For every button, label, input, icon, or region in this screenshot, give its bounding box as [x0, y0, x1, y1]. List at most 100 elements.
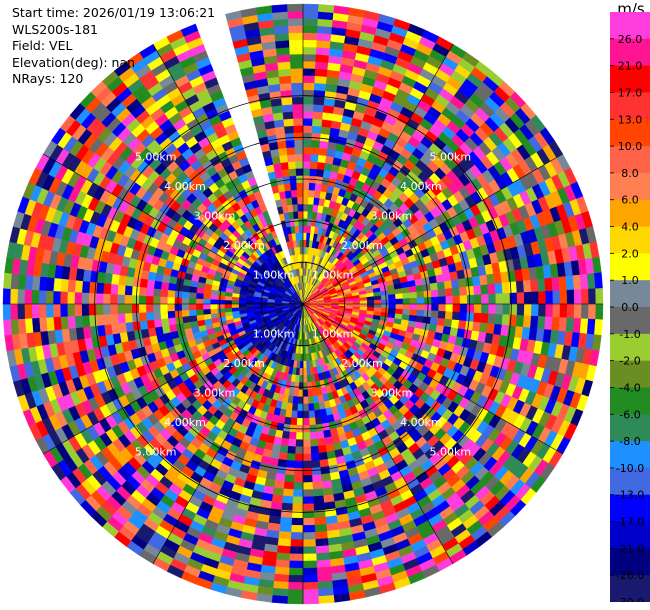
- velocity-gate: [31, 275, 41, 291]
- velocity-gate: [409, 297, 418, 305]
- velocity-gate: [302, 168, 311, 176]
- velocity-gate: [302, 417, 310, 426]
- velocity-gate: [302, 3, 319, 12]
- velocity-gate: [317, 11, 334, 21]
- velocity-gate: [308, 189, 316, 198]
- velocity-gate: [315, 61, 329, 70]
- velocity-gate: [10, 318, 20, 335]
- velocity-gate: [588, 288, 597, 305]
- velocity-gate: [315, 54, 330, 63]
- velocity-gate: [436, 281, 446, 291]
- velocity-gate: [388, 303, 397, 310]
- range-label: 2.00km: [341, 239, 383, 252]
- velocity-gate: [395, 303, 404, 310]
- velocity-gate: [2, 303, 11, 320]
- velocity-gate: [408, 285, 417, 294]
- velocity-gate: [387, 294, 396, 300]
- velocity-gate: [552, 303, 561, 318]
- velocity-gate: [24, 317, 34, 334]
- velocity-gate: [313, 96, 325, 106]
- velocity-gate: [416, 303, 425, 311]
- velocity-gate: [153, 280, 163, 290]
- velocity-gate: [297, 196, 304, 205]
- velocity-gate: [318, 595, 335, 604]
- velocity-gate: [588, 303, 597, 320]
- velocity-gate: [502, 292, 511, 305]
- velocity-gate: [290, 182, 298, 191]
- velocity-gate: [315, 552, 331, 562]
- velocity-gate: [152, 311, 162, 320]
- velocity-gate: [302, 103, 314, 112]
- velocity-gate: [3, 272, 12, 289]
- velocity-gate: [196, 314, 205, 322]
- velocity-gate: [167, 303, 175, 312]
- velocity-gate: [195, 308, 204, 316]
- velocity-gate: [566, 303, 575, 319]
- velocity-gate: [287, 438, 297, 447]
- range-label: 3.00km: [371, 210, 413, 223]
- velocity-gate: [110, 313, 119, 325]
- velocity-gate: [295, 432, 304, 440]
- velocity-gate: [302, 18, 319, 27]
- velocity-gate: [459, 295, 468, 305]
- velocity-gate: [188, 291, 197, 299]
- velocity-gate: [297, 396, 304, 405]
- velocity-gate: [394, 288, 403, 295]
- velocity-gate: [103, 282, 112, 295]
- velocity-gate: [252, 303, 261, 307]
- velocity-gate: [402, 303, 411, 310]
- velocity-gate: [272, 580, 289, 590]
- velocity-gate: [451, 311, 461, 321]
- velocity-gate: [288, 25, 304, 34]
- velocity-gate: [522, 315, 532, 329]
- velocity-gate: [314, 75, 328, 85]
- velocity-gate: [302, 482, 313, 490]
- velocity-gate: [284, 190, 293, 199]
- range-label: 1.00km: [312, 328, 354, 341]
- velocity-gate: [95, 314, 105, 326]
- velocity-gate: [272, 587, 289, 597]
- velocity-gate: [287, 3, 304, 12]
- velocity-gate: [24, 289, 33, 305]
- velocity-gate: [302, 467, 313, 476]
- velocity-gate: [125, 275, 134, 287]
- velocity-gate: [380, 294, 389, 301]
- velocity-gate: [302, 39, 318, 48]
- velocity-gate: [124, 285, 133, 296]
- velocity-gate: [443, 318, 453, 328]
- velocity-gate: [373, 295, 382, 301]
- velocity-gate: [308, 417, 316, 426]
- velocity-gate: [291, 517, 304, 526]
- velocity-gate: [538, 291, 547, 305]
- velocity-gate: [402, 292, 411, 300]
- velocity-gate: [312, 111, 324, 120]
- velocity-gate: [302, 496, 314, 505]
- velocity-gate: [314, 68, 328, 77]
- velocity-gate: [292, 203, 299, 212]
- velocity-gate: [279, 154, 289, 164]
- velocity-gate: [312, 104, 325, 113]
- velocity-gate: [291, 503, 304, 512]
- velocity-gate: [302, 96, 315, 105]
- velocity-gate: [167, 317, 177, 326]
- velocity-gate: [294, 153, 304, 162]
- velocity-gate: [275, 552, 291, 562]
- velocity-gate: [81, 314, 91, 328]
- velocity-gate: [95, 282, 105, 294]
- velocity-gate: [516, 292, 525, 305]
- velocity-gate: [523, 291, 532, 305]
- velocity-gate: [38, 317, 48, 332]
- velocity-gate: [288, 39, 304, 48]
- velocity-gate: [316, 430, 325, 440]
- velocity-gate: [291, 196, 299, 205]
- velocity-gate: [402, 298, 411, 305]
- velocity-gate: [238, 303, 247, 308]
- velocity-gate: [167, 289, 176, 298]
- velocity-gate: [302, 474, 313, 483]
- velocity-gate: [131, 285, 140, 296]
- velocity-gate: [445, 295, 454, 305]
- velocity-gate: [544, 316, 553, 331]
- velocity-gate: [307, 403, 315, 412]
- velocity-gate: [307, 388, 313, 397]
- velocity-gate: [287, 204, 294, 213]
